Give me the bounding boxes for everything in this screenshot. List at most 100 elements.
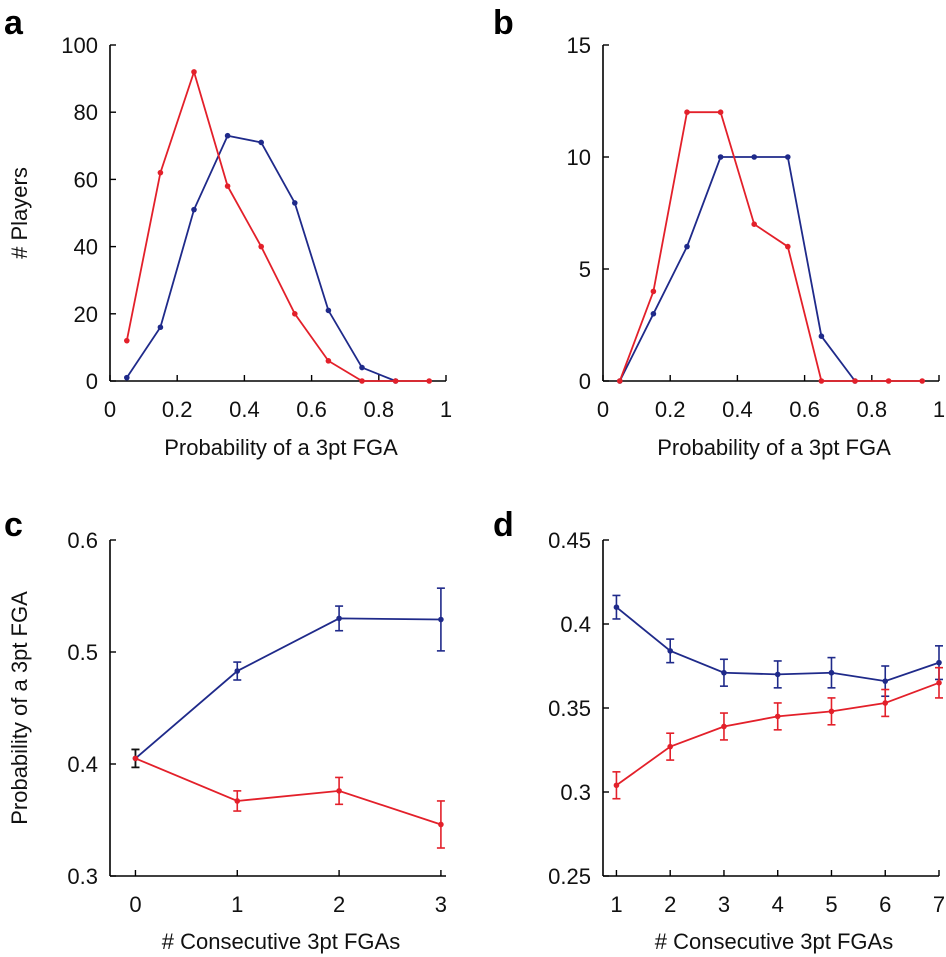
x-tick-label-a: 0.8: [364, 397, 395, 422]
x-tick-label-b: 0.8: [857, 397, 888, 422]
x-tick-label-d: 3: [718, 892, 730, 917]
data-point-red-b: [751, 221, 757, 227]
x-tick-label-d: 1: [610, 892, 622, 917]
data-point-red-a: [224, 183, 231, 189]
data-point-red-a: [325, 358, 332, 364]
data-point-red-b: [919, 378, 925, 384]
series-line-red-a: [125, 68, 430, 382]
data-point-blue-b: [818, 333, 825, 340]
data-point-red-b: [852, 378, 858, 384]
y-tick-label-c: 0.5: [67, 640, 98, 665]
x-tick-label-b: 0.4: [722, 397, 753, 422]
x-tick-label-a: 0.4: [229, 397, 260, 422]
data-point-red-d: [667, 743, 673, 750]
x-tick-label-a: 0: [104, 397, 116, 422]
data-point-blue-b: [650, 311, 657, 317]
x-tick-label-c: 0: [129, 892, 141, 917]
data-point-blue-b: [751, 154, 757, 160]
panel-d-chart: 1 2 3 4 5 6 7 0.25 0.3 0.35 0.4 0.45 # Consecutive 3…: [548, 528, 945, 954]
y-tick-label-a: 0: [86, 369, 98, 394]
data-point-red-d: [936, 680, 942, 686]
data-point-red-a: [426, 378, 433, 384]
data-point-blue-d: [721, 669, 727, 676]
data-point-blue-d: [774, 671, 781, 678]
data-point-red-d: [774, 713, 781, 720]
y-tick-label-a: 100: [61, 33, 98, 58]
series-line-red-d: [615, 681, 940, 787]
series-line-blue-b: [618, 156, 856, 382]
y-tick-label-a: 80: [74, 100, 98, 125]
data-point-blue-d: [828, 669, 835, 676]
y-tick-label-d: 0.35: [548, 696, 591, 721]
data-point-red-c: [438, 821, 444, 828]
data-point-red-a: [191, 69, 197, 75]
data-point-red-b: [785, 243, 791, 250]
x-tick-label-b: 0: [597, 397, 609, 422]
y-tick-label-a: 40: [74, 235, 98, 260]
x-tick-label-d: 5: [825, 892, 837, 917]
data-point-blue-d: [613, 604, 620, 610]
panel-letter-c: c: [4, 506, 23, 544]
x-tick-label-d: 7: [933, 892, 945, 917]
y-tick-label-b: 15: [567, 33, 591, 58]
data-point-red-b: [684, 109, 690, 115]
data-point-red-a: [258, 243, 265, 250]
data-point-red-a: [124, 337, 130, 344]
data-point-red-b: [885, 378, 892, 384]
y-tick-label-b: 10: [567, 145, 591, 170]
x-tick-label-a: 0.6: [296, 397, 327, 422]
data-point-red-d: [882, 700, 889, 706]
data-point-blue-a: [224, 132, 231, 139]
data-point-red-b: [818, 378, 825, 384]
x-tick-label-a: 1: [440, 397, 452, 422]
y-tick-label-d: 0.3: [560, 780, 591, 805]
x-tick-label-d: 4: [772, 892, 784, 917]
panel-letter-d: d: [493, 506, 514, 544]
data-point-blue-a: [359, 364, 365, 371]
panel-c-chart: 0 1 2 3 0.3 0.4 0.5 0.6 # Consecutive 3pt FGAs Pr…: [7, 528, 447, 954]
data-point-blue-a: [191, 206, 197, 213]
data-point-blue-b: [717, 154, 724, 160]
panel-letter-a: a: [4, 4, 24, 42]
data-point-red-c: [132, 755, 139, 762]
data-point-blue-b: [684, 243, 690, 250]
data-point-red-b: [617, 378, 623, 384]
y-tick-label-d: 0.25: [548, 864, 591, 889]
x-axis-label-d: # Consecutive 3pt FGAs: [655, 929, 893, 954]
data-point-red-c: [336, 788, 342, 794]
data-point-blue-a: [258, 139, 265, 146]
y-axis-label-a: # Players: [7, 167, 32, 259]
x-tick-label-a: 0.2: [162, 397, 193, 422]
data-point-blue-a: [124, 374, 130, 381]
data-point-red-b: [650, 288, 657, 295]
data-point-blue-d: [667, 648, 673, 654]
series-line-red-b: [618, 111, 923, 382]
y-tick-label-c: 0.6: [67, 528, 98, 553]
x-tick-label-b: 0.6: [789, 397, 820, 422]
y-tick-label-d: 0.4: [560, 612, 591, 637]
x-tick-label-c: 3: [435, 892, 447, 917]
data-point-blue-a: [292, 200, 298, 206]
x-axis-label-a: Probability of a 3pt FGA: [164, 435, 398, 460]
data-point-blue-b: [785, 154, 791, 160]
data-point-blue-d: [936, 659, 942, 666]
x-tick-label-b: 0.2: [655, 397, 686, 422]
data-point-red-c: [234, 798, 241, 804]
y-tick-label-b: 5: [579, 257, 591, 282]
y-tick-label-a: 60: [74, 167, 98, 192]
y-tick-label-d: 0.45: [548, 528, 591, 553]
data-point-blue-d: [882, 678, 889, 684]
y-axis-label-c: Probability of a 3pt FGA: [7, 591, 32, 825]
data-point-blue-c: [438, 616, 444, 623]
data-point-red-d: [613, 782, 620, 789]
x-tick-label-b: 1: [933, 397, 945, 422]
data-point-red-a: [359, 378, 365, 384]
data-point-red-a: [292, 311, 298, 317]
data-point-blue-a: [325, 307, 332, 314]
data-point-red-b: [717, 109, 724, 115]
data-point-red-a: [157, 169, 164, 176]
panel-a-chart: 0 0.2 0.4 0.6 0.8 1 0 20 40 60 80 100 Probability of…: [7, 33, 452, 460]
series-line-blue-a: [126, 134, 396, 382]
series-line-blue-c: [134, 617, 441, 760]
